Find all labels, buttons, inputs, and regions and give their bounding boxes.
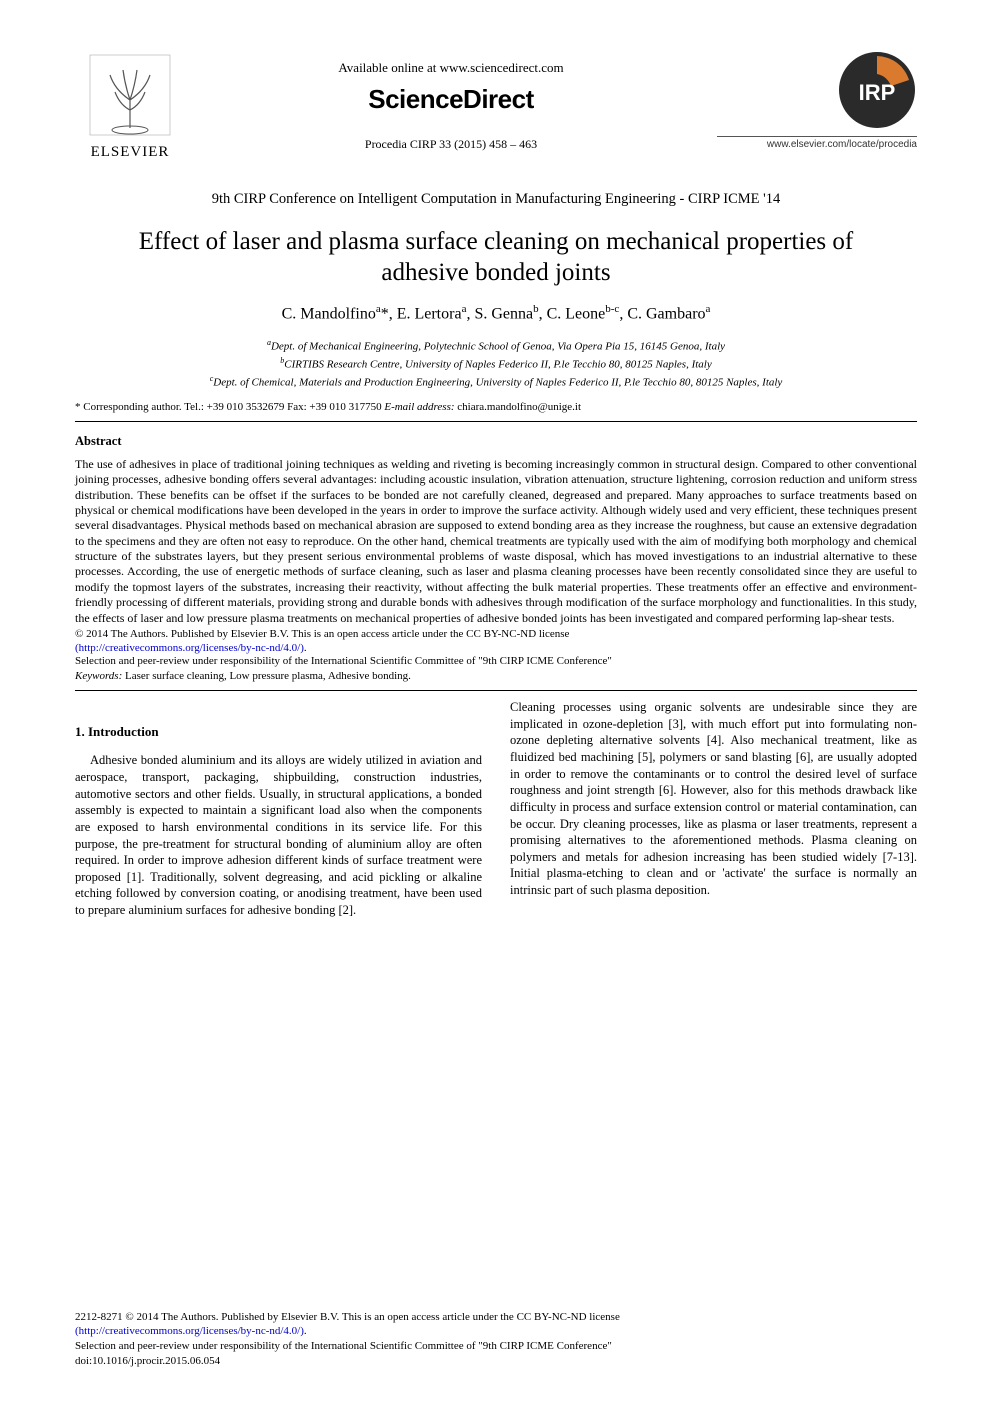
license-link[interactable]: (http://creativecommons.org/licenses/by-… [75, 642, 304, 654]
email-label: E-mail address: [384, 401, 454, 413]
corresponding-email: chiara.mandolfino@unige.it [455, 401, 582, 413]
rule-top [75, 421, 917, 422]
corresponding-author: * Corresponding author. Tel.: +39 010 35… [75, 401, 917, 413]
rule-bottom [75, 690, 917, 691]
body-two-column: 1. Introduction Adhesive bonded aluminiu… [75, 699, 917, 919]
intro-paragraph-right: Cleaning processes using organic solvent… [510, 699, 917, 899]
conference-name: 9th CIRP Conference on Intelligent Compu… [75, 191, 917, 208]
column-left: 1. Introduction Adhesive bonded aluminiu… [75, 699, 482, 919]
footer-doi: doi:10.1016/j.procir.2015.06.054 [75, 1355, 220, 1367]
irp-logo-icon: IRP [837, 50, 917, 130]
footer-peer-review: Selection and peer-review under responsi… [75, 1340, 612, 1352]
affiliations: aDept. of Mechanical Engineering, Polyte… [75, 337, 917, 391]
page-container: ELSEVIER Available online at www.science… [0, 0, 992, 1403]
paper-title: Effect of laser and plasma surface clean… [75, 226, 917, 289]
title-line-1: Effect of laser and plasma surface clean… [139, 228, 854, 255]
abstract-heading: Abstract [75, 434, 917, 449]
affiliation-c: Dept. of Chemical, Materials and Product… [213, 377, 782, 389]
keywords-line: Keywords: Laser surface cleaning, Low pr… [75, 670, 917, 682]
copyright-block: © 2014 The Authors. Published by Elsevie… [75, 628, 917, 669]
journal-logo-block: IRP www.elsevier.com/locate/procedia [717, 50, 917, 150]
keywords-label: Keywords: [75, 670, 122, 682]
header-row: ELSEVIER Available online at www.science… [75, 50, 917, 161]
affiliation-b: CIRTIBS Research Centre, University of N… [284, 359, 712, 371]
elsevier-logo-block: ELSEVIER [75, 50, 185, 161]
footer-issn-line: 2212-8271 © 2014 The Authors. Published … [75, 1311, 620, 1323]
copyright-line1: © 2014 The Authors. Published by Elsevie… [75, 628, 569, 640]
corresponding-prefix: * Corresponding author. Tel.: +39 010 35… [75, 401, 384, 413]
author-list: C. Mandolfinoa*, E. Lertoraa, S. Gennab,… [75, 303, 917, 323]
science-direct-logo: ScienceDirect [185, 84, 717, 115]
available-online-text: Available online at www.sciencedirect.co… [185, 60, 717, 76]
column-right: Cleaning processes using organic solvent… [510, 699, 917, 919]
elsevier-label: ELSEVIER [91, 144, 170, 161]
procedia-reference: Procedia CIRP 33 (2015) 458 – 463 [185, 137, 717, 152]
locate-url[interactable]: www.elsevier.com/locate/procedia [717, 136, 917, 150]
footer-license-link[interactable]: (http://creativecommons.org/licenses/by-… [75, 1325, 304, 1337]
abstract-body: The use of adhesives in place of traditi… [75, 457, 917, 626]
intro-paragraph-left: Adhesive bonded aluminium and its alloys… [75, 752, 482, 918]
elsevier-tree-icon [85, 50, 175, 140]
title-line-2: adhesive bonded joints [381, 259, 610, 286]
footer-block: 2212-8271 © 2014 The Authors. Published … [75, 1310, 917, 1369]
center-header: Available online at www.sciencedirect.co… [185, 50, 717, 152]
intro-heading: 1. Introduction [75, 723, 482, 740]
svg-text:IRP: IRP [859, 80, 896, 105]
affiliation-a: Dept. of Mechanical Engineering, Polytec… [271, 340, 725, 352]
keywords-text: Laser surface cleaning, Low pressure pla… [122, 670, 411, 682]
peer-review-line: Selection and peer-review under responsi… [75, 655, 612, 667]
